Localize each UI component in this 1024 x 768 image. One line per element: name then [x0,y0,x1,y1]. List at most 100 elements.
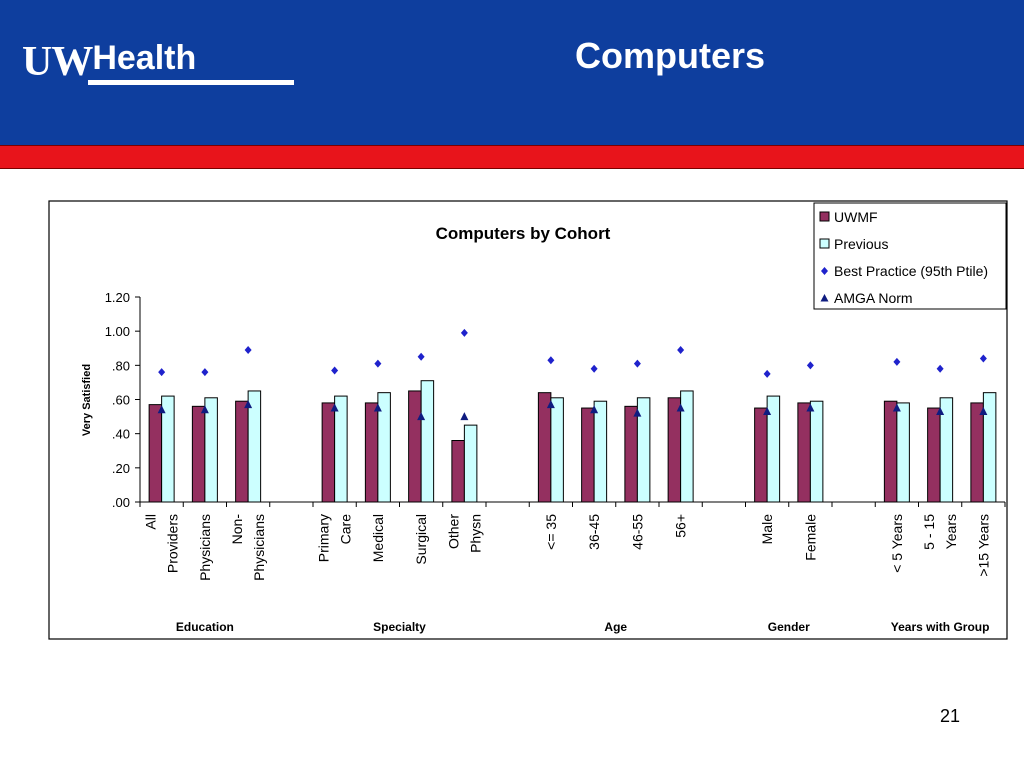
bar-previous [463,424,478,503]
bar-uwmf [667,397,682,503]
y-tick-label: .80 [112,358,130,373]
marker-best-practice [590,364,598,373]
group-label: Education [176,620,234,634]
marker-best-practice [460,328,468,337]
bar-previous [680,390,694,503]
bar-previous [247,390,262,503]
marker-amga-norm [460,412,469,421]
bar-previous [636,397,651,503]
legend-label: UWMF [834,209,878,225]
legend-swatch-uwmf [819,211,830,222]
group-label: Years with Group [891,620,990,634]
y-axis-label: Very Satisfied [81,364,93,436]
marker-best-practice [763,369,771,378]
marker-amga-norm [763,406,772,415]
bar-uwmf [797,402,811,503]
bar-previous [161,395,175,503]
marker-amga-norm [157,405,166,414]
marker-best-practice [936,364,944,373]
bar-uwmf [624,405,638,503]
bar-previous [939,397,954,503]
marker-amga-norm [244,400,253,409]
x-category-label: Years [943,514,959,549]
bar-previous [593,400,608,503]
legend-swatch-best-practice [821,267,828,275]
legend-box [813,202,1007,310]
x-category-label: 36-45 [586,514,602,550]
bar-previous [334,395,348,503]
x-category-label: Primary [316,514,332,562]
marker-amga-norm [936,406,945,415]
bar-uwmf [451,440,465,503]
marker-amga-norm [590,405,599,414]
marker-best-practice [979,354,987,363]
group-label: Specialty [373,620,426,634]
y-tick-label: .40 [112,427,130,442]
x-category-label: Physicians [251,514,267,581]
x-category-label: Non- [229,514,245,545]
logo-suffix: Health [92,39,197,77]
marker-amga-norm [892,403,901,412]
bar-uwmf [408,390,422,503]
bar-previous [766,395,781,503]
y-tick-label: 1.00 [105,324,130,339]
bar-previous [896,402,910,503]
bar-uwmf [754,407,768,503]
bar-uwmf [364,402,379,503]
y-tick-label: .00 [112,495,130,510]
x-category-label: Female [802,514,818,561]
x-category-label: Male [759,514,775,545]
bar-uwmf [581,407,595,503]
marker-best-practice [417,352,425,361]
bar-previous [809,400,824,503]
legend-swatch-amga-norm [820,294,829,302]
bar-previous [420,380,435,503]
x-category-label: Medical [370,514,386,562]
y-tick-label: .20 [112,461,130,476]
marker-best-practice [806,361,814,370]
legend-label: AMGA Norm [834,290,913,306]
y-tick-label: 1.20 [105,290,130,305]
page-number: 21 [939,706,960,726]
marker-amga-norm [373,403,382,412]
bar-previous [204,397,218,503]
x-category-label: Surgical [413,514,429,565]
logo-underline [88,80,294,85]
legend-swatch-previous [819,238,830,249]
legend-label: Previous [834,236,888,252]
marker-best-practice [893,357,901,366]
marker-best-practice [547,356,555,365]
bar-uwmf [970,402,984,503]
x-category-label: Physn [467,514,483,553]
bar-uwmf [235,400,249,503]
x-category-label: < 5 Years [889,514,905,573]
x-category-label: 5 - 15 [921,514,937,550]
marker-amga-norm [546,400,555,409]
x-category-label: <= 35 [543,514,559,550]
bar-previous [550,397,564,503]
bar-uwmf [321,402,336,503]
x-category-label: Other [445,514,461,549]
uwhealth-logo: UWHealth [22,39,197,86]
legend-label: Best Practice (95th Ptile) [834,263,988,279]
logo-prefix: UW [22,39,93,85]
marker-amga-norm [330,403,339,412]
x-category-label: 46-55 [629,514,645,550]
bar-uwmf [883,400,898,503]
marker-amga-norm [979,406,988,415]
marker-best-practice [158,368,166,377]
marker-amga-norm [417,412,426,421]
bar-uwmf [927,407,941,503]
x-category-label: All [143,514,159,530]
group-label: Gender [768,620,810,634]
x-category-label: Physicians [197,514,213,581]
y-tick-label: .60 [112,393,130,408]
marker-best-practice [633,359,641,368]
marker-best-practice [244,345,252,354]
x-category-label: 56+ [673,514,689,538]
bar-uwmf [191,405,206,503]
group-label: Age [604,620,627,634]
marker-amga-norm [633,408,642,417]
chart-title: Computers by Cohort [436,224,611,243]
